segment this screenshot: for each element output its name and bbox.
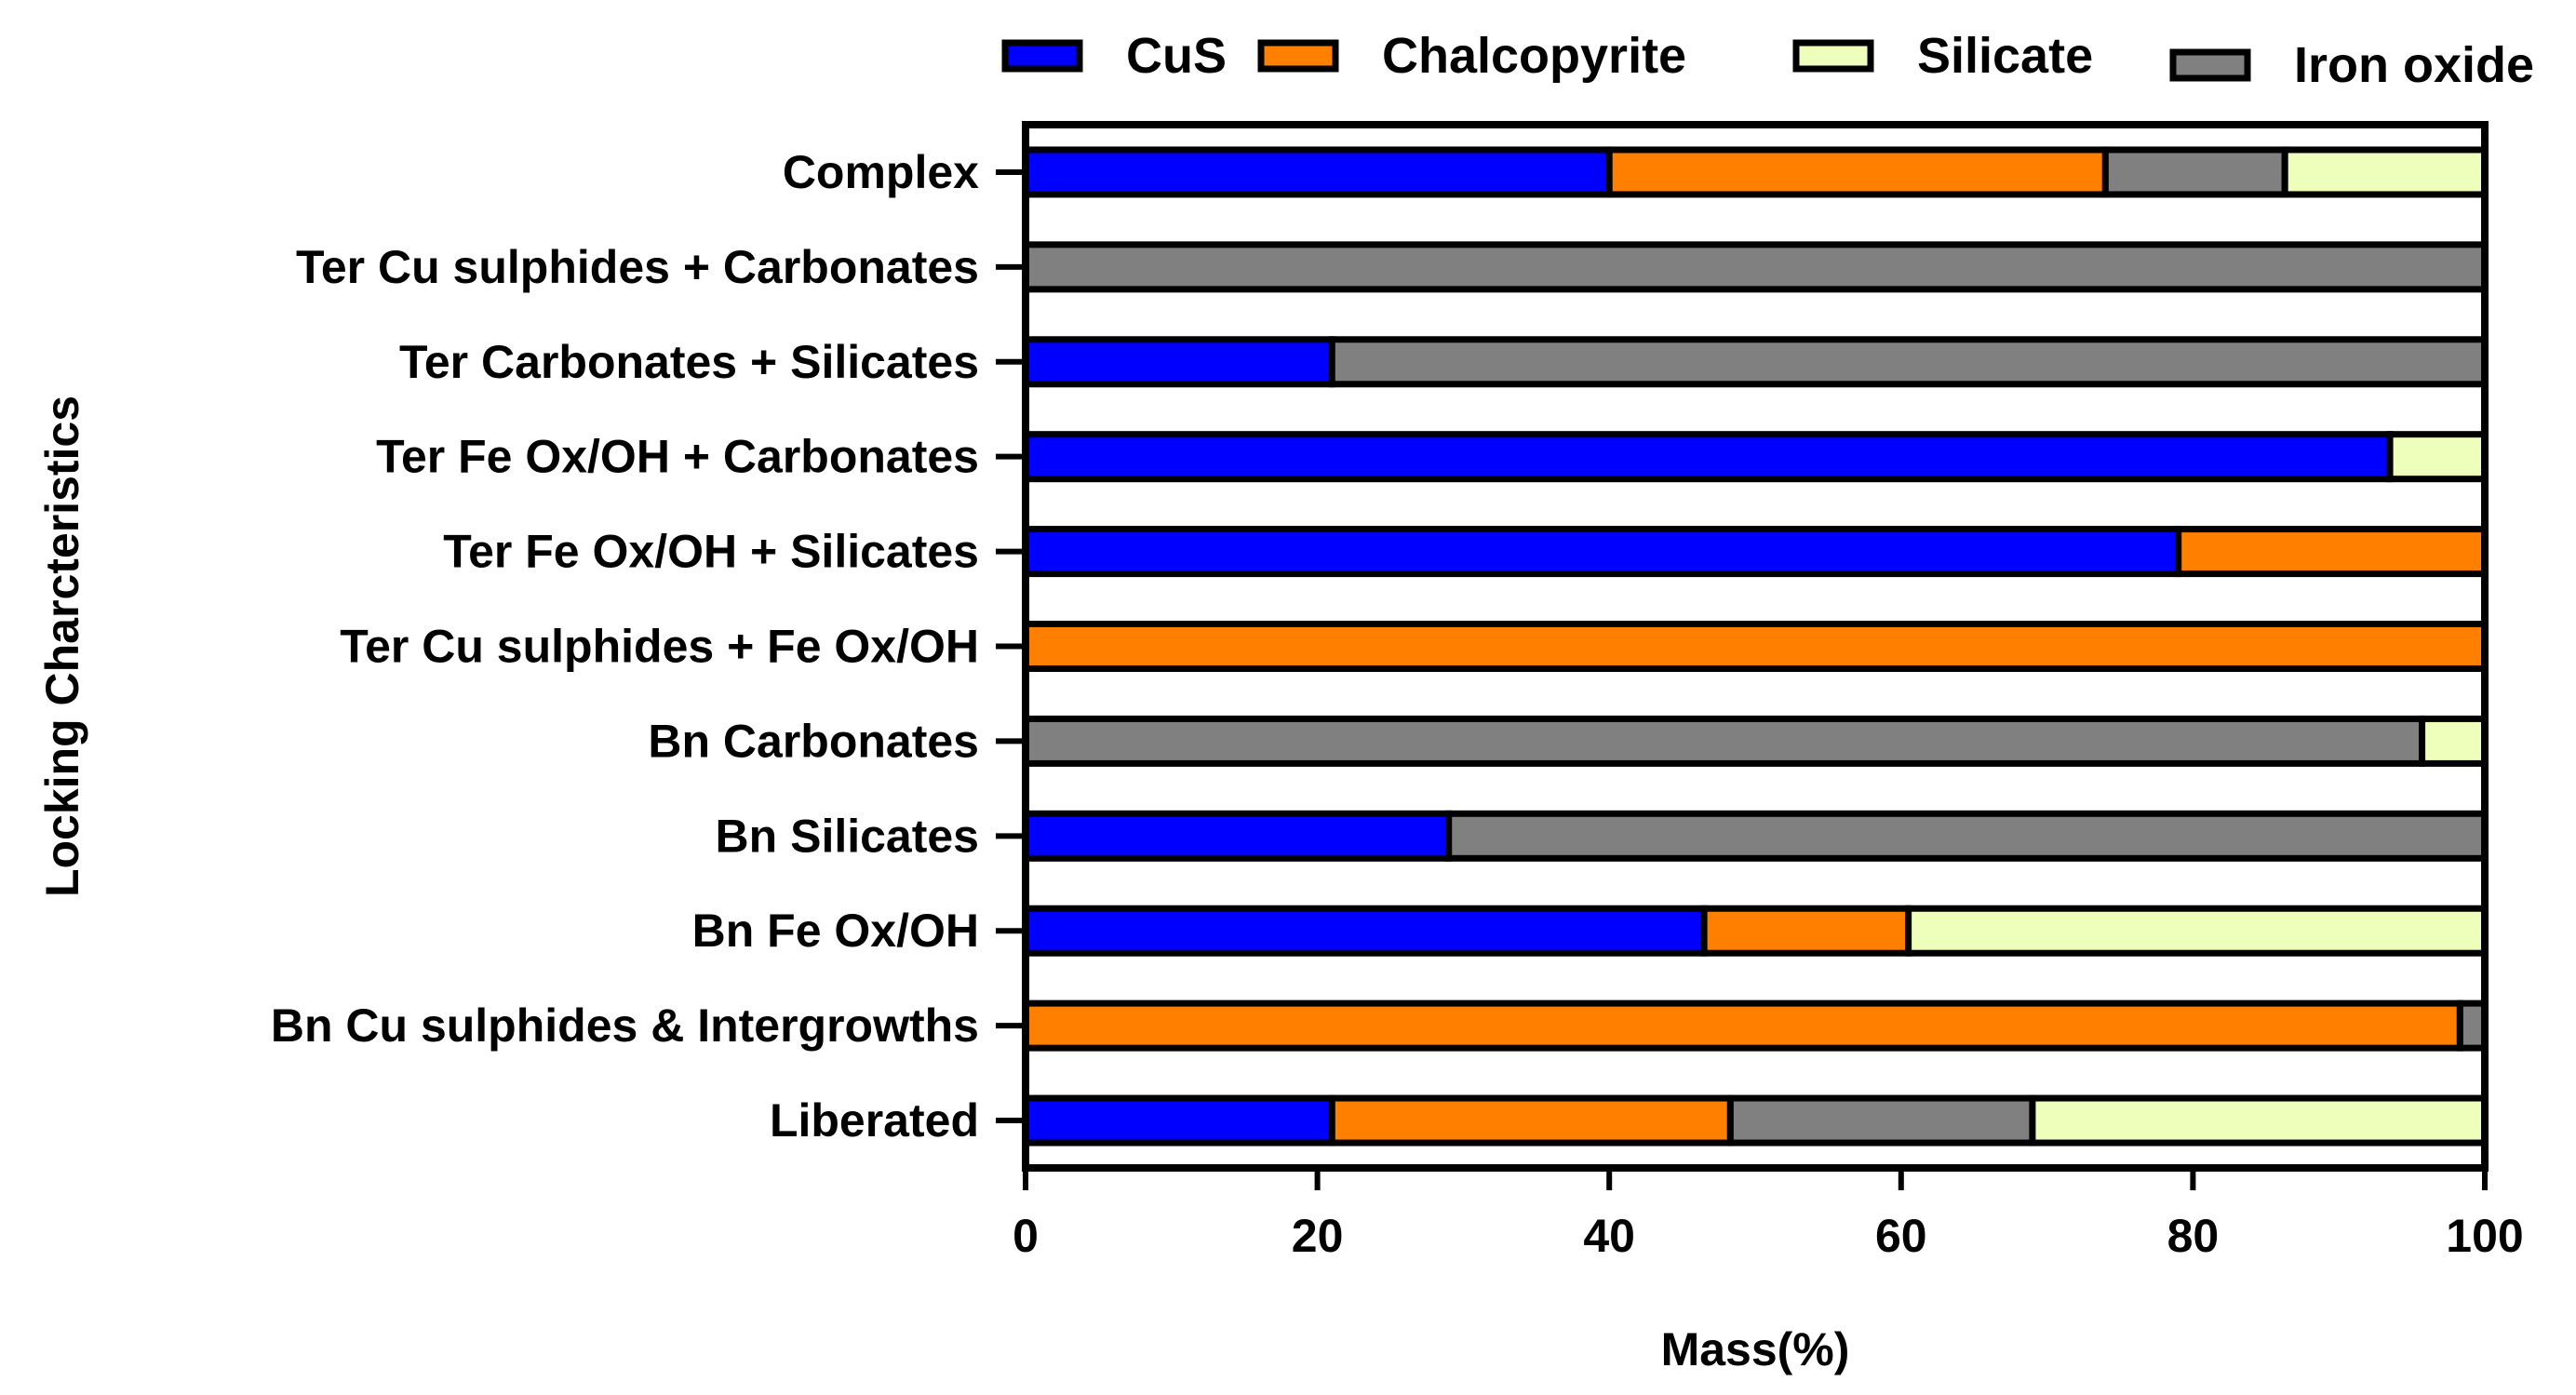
- bar-segment-bn-carbonates-iron-oxide: [1022, 715, 2426, 767]
- legend-swatch-silicate: [1792, 39, 1874, 73]
- bar-segment-ter-cu-sulphides-carbonates-iron-oxide: [1022, 241, 2489, 293]
- bar-segment-liberated-chalcopyrite: [1328, 1094, 1734, 1147]
- x-tick-label-100: 100: [2446, 1210, 2523, 1262]
- bar-segment-ter-fe-ox-oh-carbonates-cus: [1022, 431, 2394, 483]
- bar-segment-ter-carbonates-silicates-iron-oxide: [1328, 336, 2489, 388]
- legend-swatch-iron-oxide: [2169, 48, 2251, 82]
- bar-segment-ter-carbonates-silicates-cus: [1022, 336, 1335, 388]
- plot-area: [1022, 121, 2489, 1172]
- bar-segment-bn-fe-ox-oh-silicate: [1905, 905, 2489, 957]
- category-label-bn-silicates: Bn Silicates: [716, 810, 979, 862]
- x-tick-label-60: 60: [1875, 1210, 1927, 1262]
- category-label-bn-fe-ox-oh: Bn Fe Ox/OH: [692, 905, 979, 957]
- bar-segment-ter-fe-ox-oh-silicates-chalcopyrite: [2175, 526, 2489, 578]
- legend-swatch-cus: [1001, 39, 1083, 73]
- category-label-ter-fe-ox-oh-silicates: Ter Fe Ox/OH + Silicates: [443, 526, 979, 578]
- category-label-ter-carbonates-silicates: Ter Carbonates + Silicates: [399, 336, 979, 388]
- category-labels: Complex Ter Cu sulphides + Carbonates Ter …: [271, 146, 1026, 1147]
- category-label-bn-carbonates: Bn Carbonates: [648, 715, 979, 767]
- category-label-ter-cu-sulphides-carbonates: Ter Cu sulphides + Carbonates: [296, 241, 979, 293]
- legend-label-chalcopyrite: Chalcopyrite: [1382, 28, 1686, 84]
- bar-segment-liberated-silicate: [2029, 1094, 2489, 1147]
- bar-segment-bn-carbonates-silicate: [2419, 715, 2489, 767]
- bar-segment-complex-chalcopyrite: [1605, 146, 2109, 198]
- legend: CuS Chalcopyrite Silicate Iron oxide: [1001, 28, 2534, 93]
- category-label-complex: Complex: [783, 146, 979, 198]
- x-tick-label-80: 80: [2167, 1210, 2220, 1262]
- x-tick-label-40: 40: [1583, 1210, 1635, 1262]
- bar-segment-ter-fe-ox-oh-carbonates-silicate: [2386, 431, 2489, 483]
- bar-segment-bn-cu-sulphides-intergrowths-iron-oxide: [2456, 999, 2489, 1052]
- category-label-ter-fe-ox-oh-carbonates: Ter Fe Ox/OH + Carbonates: [376, 431, 979, 483]
- x-axis-title: Mass(%): [1661, 1323, 1850, 1375]
- bar-segment-liberated-cus: [1022, 1094, 1335, 1147]
- bar-segment-bn-silicates-iron-oxide: [1445, 810, 2489, 862]
- bar-segment-complex-iron-oxide: [2101, 146, 2288, 198]
- bar-segment-complex-silicate: [2281, 146, 2489, 198]
- bar-segment-ter-cu-sulphides-fe-ox-oh-chalcopyrite: [1022, 621, 2489, 672]
- category-label-liberated: Liberated: [770, 1094, 979, 1147]
- bar-segment-complex-cus: [1022, 146, 1613, 198]
- y-axis-title: Locking Charcteristics: [36, 396, 88, 897]
- bar-segment-liberated-iron-oxide: [1726, 1094, 2036, 1147]
- bar-segment-ter-fe-ox-oh-silicates-cus: [1022, 526, 2182, 578]
- bar-segment-bn-fe-ox-oh-chalcopyrite: [1700, 905, 1912, 957]
- legend-swatch-chalcopyrite: [1257, 39, 1339, 73]
- category-label-bn-cu-sulphides-intergrowths: Bn Cu sulphides & Intergrowths: [271, 999, 979, 1052]
- x-axis: 0 20 40 60 80 100: [1013, 1168, 2524, 1262]
- bar-segment-bn-cu-sulphides-intergrowths-chalcopyrite: [1022, 999, 2463, 1052]
- legend-label-iron-oxide: Iron oxide: [2294, 37, 2534, 93]
- legend-label-cus: CuS: [1126, 28, 1227, 84]
- x-tick-label-0: 0: [1013, 1210, 1039, 1262]
- legend-label-silicate: Silicate: [1917, 28, 2093, 84]
- bar-segment-bn-fe-ox-oh-cus: [1022, 905, 1708, 957]
- x-tick-label-20: 20: [1292, 1210, 1344, 1262]
- bar-segment-bn-silicates-cus: [1022, 810, 1453, 862]
- category-label-ter-cu-sulphides-fe-ox-oh: Ter Cu sulphides + Fe Ox/OH: [340, 621, 979, 673]
